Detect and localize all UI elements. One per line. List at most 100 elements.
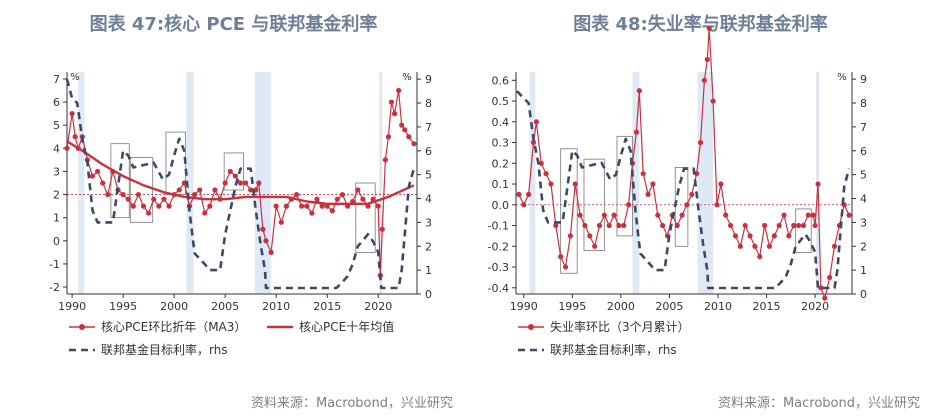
data-point xyxy=(592,243,598,249)
data-point xyxy=(283,203,289,209)
data-point xyxy=(227,168,233,175)
data-point xyxy=(660,222,666,229)
data-point xyxy=(355,187,361,193)
data-point xyxy=(697,139,704,146)
data-point xyxy=(379,226,385,232)
y-tick-label-left: 0.3 xyxy=(492,137,510,150)
x-tick-label: 2005 xyxy=(211,300,239,313)
y-tick-label-right: 4 xyxy=(425,193,432,206)
y-tick-label-left: -0.4 xyxy=(488,282,509,295)
data-point xyxy=(130,203,136,209)
recession-band xyxy=(632,72,640,294)
y-tick-label-right: 6 xyxy=(860,145,867,158)
y-tick-label-left: 0.1 xyxy=(492,178,510,191)
data-point xyxy=(810,212,816,218)
data-point xyxy=(728,222,734,229)
data-point xyxy=(304,203,310,209)
data-point xyxy=(553,222,559,229)
y-tick-label-left: -0.3 xyxy=(488,261,509,274)
chart-title: 图表 47:核心 PCE 与联邦基金利率 xyxy=(89,14,378,35)
x-tick-label: 2010 xyxy=(262,300,290,313)
x-tick-label: 2005 xyxy=(655,300,683,313)
x-tick-label: 2015 xyxy=(313,300,341,313)
data-point xyxy=(146,210,152,216)
data-point xyxy=(314,196,320,202)
chart-title: 图表 48:失业率与联邦基金利率 xyxy=(573,14,828,35)
legend-label: 失业率环比（3个月累计） xyxy=(550,319,690,334)
y-tick-label-right: 5 xyxy=(860,169,867,182)
data-point xyxy=(391,111,398,117)
recession-band xyxy=(529,72,536,294)
y-tick-label-right: 0 xyxy=(860,288,867,301)
y-tick-label-left: -2 xyxy=(49,281,60,294)
y-tick-label-left: -0.1 xyxy=(488,220,509,233)
data-point xyxy=(293,191,300,198)
data-point xyxy=(339,191,346,198)
data-point xyxy=(548,181,554,187)
data-point xyxy=(606,222,612,229)
annotation-box xyxy=(583,158,605,251)
data-point xyxy=(679,212,685,218)
left-unit-label: % xyxy=(70,72,80,83)
y-tick-label-left: -0.2 xyxy=(488,240,509,253)
data-point xyxy=(757,254,763,260)
data-point xyxy=(268,249,274,255)
data-point xyxy=(100,180,106,186)
data-point xyxy=(776,222,782,229)
data-point xyxy=(222,180,228,186)
data-point xyxy=(611,212,617,218)
data-point xyxy=(329,208,335,214)
right-unit-label: % xyxy=(402,72,412,83)
data-point xyxy=(530,139,537,146)
data-point xyxy=(766,243,773,249)
data-point xyxy=(710,98,716,104)
y-tick-label-right: 0 xyxy=(425,288,432,301)
data-point xyxy=(161,196,167,202)
data-point xyxy=(538,160,544,166)
data-point xyxy=(596,222,603,229)
data-point xyxy=(543,171,549,177)
series-line xyxy=(66,140,415,206)
data-point xyxy=(818,285,824,291)
data-point xyxy=(382,157,388,163)
data-point xyxy=(674,222,680,229)
source-note: 资料来源：Macrobond，兴业研究 xyxy=(250,396,453,411)
x-tick-label: 1995 xyxy=(109,300,137,313)
x-tick-label: 1995 xyxy=(558,300,586,313)
data-point xyxy=(771,233,777,239)
y-tick-label-left: -1 xyxy=(49,258,60,271)
data-point xyxy=(616,222,622,229)
legend-marker xyxy=(528,324,534,330)
y-tick-label-right: 9 xyxy=(860,73,867,86)
data-point xyxy=(737,243,743,249)
data-point xyxy=(166,203,172,209)
data-point xyxy=(375,203,381,209)
series-line xyxy=(65,78,416,290)
data-point xyxy=(411,141,417,147)
data-point xyxy=(846,212,852,218)
data-point xyxy=(95,168,101,175)
y-tick-label-right: 5 xyxy=(425,169,432,182)
data-point xyxy=(577,212,583,218)
legend-label: 核心PCE环比折年（MA3） xyxy=(101,319,246,334)
y-tick-label-left: 4 xyxy=(53,142,60,155)
data-point xyxy=(572,181,578,187)
annotation-box xyxy=(223,152,244,191)
data-point xyxy=(582,222,588,229)
x-tick-label: 2015 xyxy=(753,300,781,313)
y-tick-label-right: 6 xyxy=(425,145,432,158)
data-point xyxy=(69,111,75,117)
y-tick-label-right: 3 xyxy=(425,216,432,229)
y-tick-label-left: 0.6 xyxy=(492,74,510,87)
data-point xyxy=(800,222,807,229)
x-tick-label: 2000 xyxy=(160,300,188,313)
data-point xyxy=(125,196,131,202)
data-point xyxy=(762,222,768,229)
data-point xyxy=(827,274,833,281)
data-point xyxy=(388,99,395,105)
data-point xyxy=(601,212,607,218)
chart-svg-unemployment: 0.6 0.5 0.4 0.3 0.2 0.1 0.0 -0.1 -0.2 -0.3 -0.4 9 8 7… xyxy=(488,25,867,357)
data-point xyxy=(805,212,811,218)
y-tick-label-left: 0.0 xyxy=(492,199,510,212)
data-point xyxy=(207,203,213,209)
